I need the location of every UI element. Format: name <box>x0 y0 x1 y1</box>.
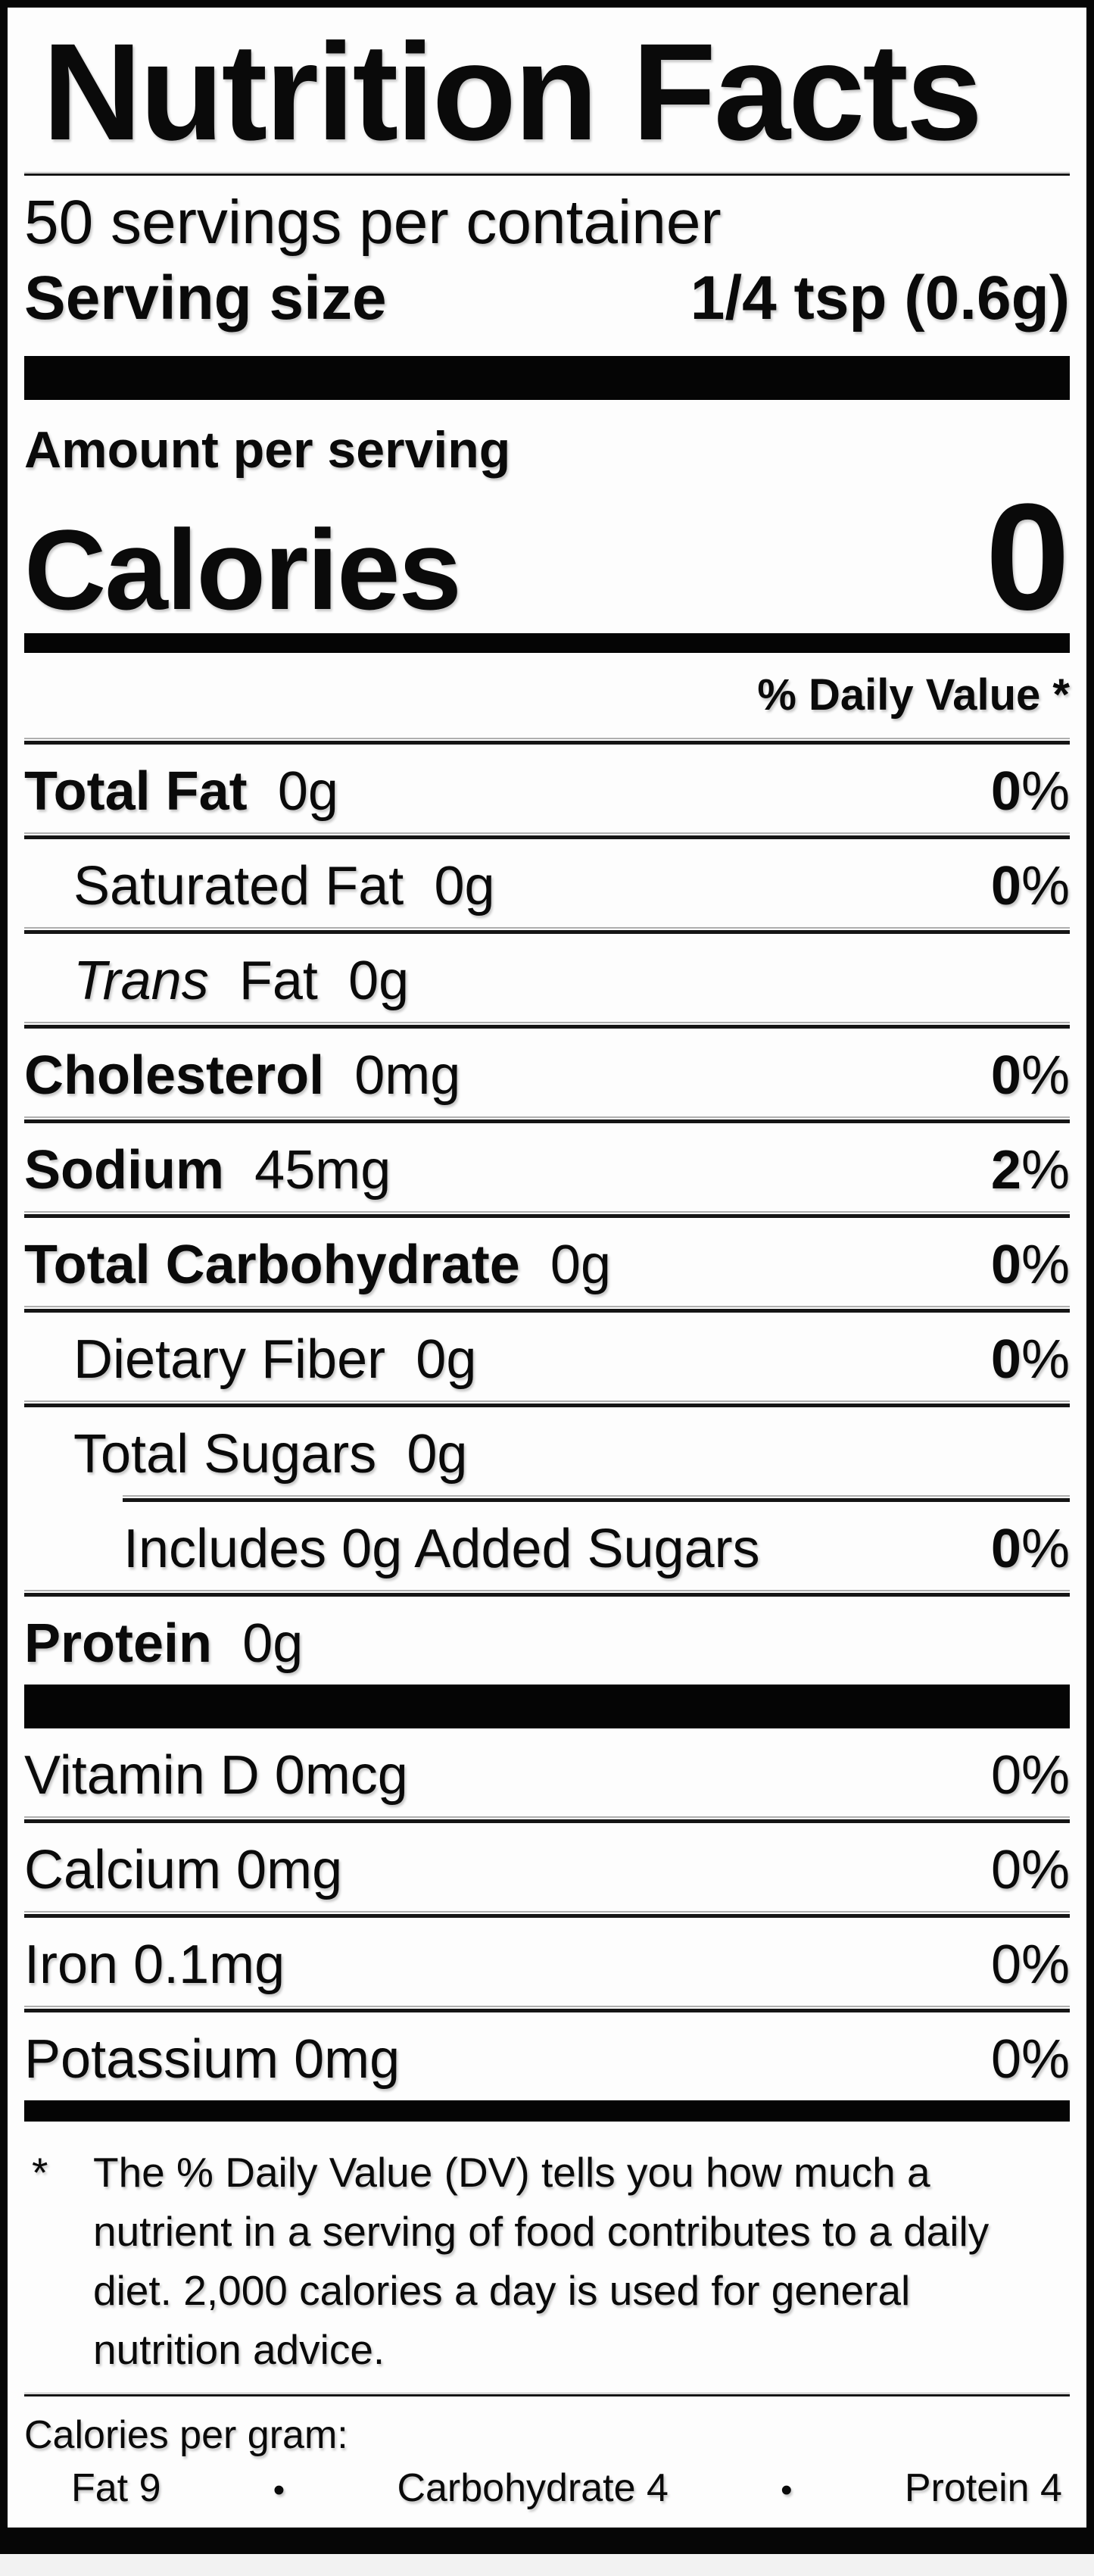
divider <box>24 1910 1070 1918</box>
nutrient-row-total-carbohydrate: Total Carbohydrate 0g 0% <box>24 1218 1070 1306</box>
nutrient-row-protein: Protein 0g <box>24 1597 1070 1685</box>
daily-value-number: 0 <box>990 1044 1021 1106</box>
divider <box>24 737 1070 745</box>
divider <box>24 1305 1070 1313</box>
section-bar-thick <box>24 1684 1070 1728</box>
nutrient-amount: 0mg <box>354 1044 461 1106</box>
daily-value-number: 0 <box>990 1518 1021 1579</box>
vitamin-row-calcium: Calcium 0mg 0% <box>24 1823 1070 1911</box>
daily-value-footnote: * The % Daily Value (DV) tells you how m… <box>24 2143 1070 2379</box>
servings-per-container: 50 servings per container <box>24 188 722 258</box>
divider <box>24 832 1070 839</box>
daily-value-number: 0 <box>990 1329 1021 1390</box>
daily-value-unit: % <box>1021 1234 1070 1295</box>
divider <box>24 1021 1070 1029</box>
nutrient-amount: 0g <box>416 1329 477 1390</box>
divider <box>24 1400 1070 1407</box>
daily-value-unit: % <box>1021 1139 1070 1201</box>
daily-value-unit: % <box>1021 1329 1070 1390</box>
nutrient-name: Fat <box>238 950 318 1011</box>
daily-value-header: % Daily Value * <box>757 670 1070 720</box>
cpg-fat: Fat 9 <box>71 2465 161 2510</box>
nutrient-amount: 0g <box>242 1613 304 1674</box>
divider <box>24 1116 1070 1123</box>
section-bar-thick <box>24 355 1070 400</box>
nutrient-name: Sodium <box>24 1139 224 1201</box>
vitamin-name-amount: Calcium 0mg <box>24 1839 343 1900</box>
daily-value-number: 2 <box>990 1139 1021 1201</box>
cpg-carbohydrate: Carbohydrate 4 <box>397 2465 669 2510</box>
bullet-icon: • <box>273 2471 285 2509</box>
nutrient-name-italic: Trans <box>73 950 209 1011</box>
vitamin-row-potassium: Potassium 0mg 0% <box>24 2012 1070 2100</box>
section-bar-medium <box>24 632 1070 653</box>
daily-value-unit: % <box>1021 1044 1070 1106</box>
nutrient-name: Cholesterol <box>24 1044 325 1106</box>
divider <box>24 1589 1070 1597</box>
daily-value-unit: % <box>1021 760 1070 822</box>
nutrient-row-dietary-fiber: Dietary Fiber 0g 0% <box>24 1313 1070 1400</box>
nutrient-name: Total Sugars <box>73 1423 377 1485</box>
section-bar-medium <box>24 2100 1070 2122</box>
vitamin-name-amount: Potassium 0mg <box>24 2028 401 2090</box>
daily-value: 0% <box>990 1934 1070 1995</box>
daily-value: 0% <box>990 1744 1070 1806</box>
divider-indented <box>123 1494 1070 1502</box>
serving-size-row: Serving size 1/4 tsp (0.6g) <box>24 264 1070 333</box>
divider <box>24 2005 1070 2012</box>
divider <box>24 926 1070 934</box>
daily-value-unit: % <box>1021 855 1070 916</box>
calories-per-gram-values: Fat 9 • Carbohydrate 4 • Protein 4 <box>24 2466 1070 2512</box>
nutrient-row-cholesterol: Cholesterol 0mg 0% <box>24 1029 1070 1116</box>
nutrient-name: Dietary Fiber <box>73 1329 386 1390</box>
nutrient-row-added-sugars: Includes 0g Added Sugars 0% <box>24 1502 1070 1590</box>
divider <box>24 1210 1070 1218</box>
daily-value-number: 0 <box>990 760 1021 822</box>
label-title: Nutrition Facts <box>42 14 983 169</box>
serving-size-label: Serving size <box>24 264 387 333</box>
nutrient-name: Total Carbohydrate <box>24 1234 520 1295</box>
divider <box>24 1816 1070 1823</box>
nutrient-amount: 0g <box>348 950 410 1011</box>
vitamin-row-iron: Iron 0.1mg 0% <box>24 1918 1070 2006</box>
divider <box>24 172 1070 176</box>
nutrient-amount: 0g <box>550 1234 612 1295</box>
nutrient-row-total-sugars: Total Sugars 0g <box>24 1407 1070 1495</box>
vitamin-row-vitamin-d: Vitamin D 0mcg 0% <box>24 1728 1070 1816</box>
daily-value-unit: % <box>1021 1518 1070 1579</box>
footnote-asterisk: * <box>32 2148 48 2196</box>
footnote-text: The % Daily Value (DV) tells you how muc… <box>93 2148 990 2374</box>
nutrient-row-trans-fat: Trans Fat 0g <box>24 934 1070 1022</box>
nutrient-row-saturated-fat: Saturated Fat 0g 0% <box>24 839 1070 927</box>
nutrient-name: Saturated Fat <box>73 855 404 916</box>
nutrient-amount: 45mg <box>254 1139 391 1201</box>
vitamin-name-amount: Iron 0.1mg <box>24 1934 285 1995</box>
nutrient-name: Protein <box>24 1613 213 1674</box>
calories-row: Calories 0 <box>24 472 1070 642</box>
calories-per-gram-label: Calories per gram: <box>24 2413 348 2458</box>
nutrient-row-total-fat: Total Fat 0g 0% <box>24 745 1070 832</box>
vitamin-name-amount: Vitamin D 0mcg <box>24 1744 408 1806</box>
nutrient-name: Includes 0g Added Sugars <box>123 1518 760 1579</box>
calories-label: Calories <box>24 505 462 633</box>
bullet-icon: • <box>781 2471 793 2509</box>
divider <box>24 2393 1070 2397</box>
daily-value-number: 0 <box>990 1234 1021 1295</box>
nutrient-amount: 0g <box>407 1423 468 1485</box>
daily-value: 0% <box>990 2028 1070 2090</box>
amount-per-serving-label: Amount per serving <box>24 420 511 479</box>
daily-value: 0% <box>990 1839 1070 1900</box>
nutrient-name: Total Fat <box>24 760 248 822</box>
nutrient-amount: 0g <box>434 855 495 916</box>
calories-value: 0 <box>985 472 1070 642</box>
nutrient-amount: 0g <box>277 760 338 822</box>
nutrient-row-sodium: Sodium 45mg 2% <box>24 1123 1070 1211</box>
cpg-protein: Protein 4 <box>904 2465 1062 2510</box>
serving-size-value: 1/4 tsp (0.6g) <box>690 264 1070 333</box>
daily-value-number: 0 <box>990 855 1021 916</box>
